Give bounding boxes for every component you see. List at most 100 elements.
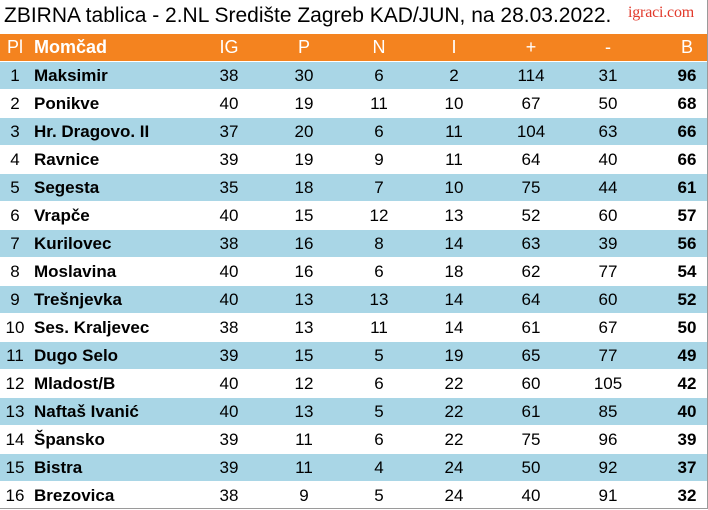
cell-goals-against: 67 (570, 313, 646, 342)
cell-goals-against: 96 (570, 425, 646, 454)
table-row[interactable]: 16 Brezovica 38 9 5 24 40 91 32 (0, 481, 708, 510)
table-row[interactable]: 6 Vrapče 40 15 12 13 52 60 57 (0, 201, 708, 230)
table-row[interactable]: 10 Ses. Kraljevec 38 13 11 14 61 67 50 (0, 313, 708, 342)
cell-team: Brezovica (30, 481, 192, 510)
cell-position: 14 (0, 425, 30, 454)
cell-points: 49 (646, 341, 708, 370)
cell-goals-for: 60 (492, 369, 570, 398)
table-row[interactable]: 2 Ponikve 40 19 11 10 67 50 68 (0, 89, 708, 118)
cell-wins: 20 (266, 117, 342, 146)
cell-team: Dugo Selo (30, 341, 192, 370)
cell-played: 37 (192, 117, 266, 146)
cell-played: 38 (192, 61, 266, 90)
cell-played: 40 (192, 89, 266, 118)
cell-goals-for: 104 (492, 117, 570, 146)
cell-position: 12 (0, 369, 30, 398)
cell-points: 66 (646, 145, 708, 174)
cell-goals-against: 50 (570, 89, 646, 118)
column-header-losses[interactable]: I (416, 34, 492, 62)
cell-team: Trešnjevka (30, 285, 192, 314)
table-header-row: Pl Momčad IG P N I + - B (0, 34, 708, 62)
table-row[interactable]: 13 Naftaš Ivanić 40 13 5 22 61 85 40 (0, 397, 708, 426)
page-title: ZBIRNA tablica - 2.NL Središte Zagreb KA… (4, 4, 612, 27)
table-row[interactable]: 5 Segesta 35 18 7 10 75 44 61 (0, 173, 708, 202)
cell-losses: 18 (416, 257, 492, 286)
cell-team: Ravnice (30, 145, 192, 174)
cell-draws: 5 (342, 397, 416, 426)
column-header-goals-against[interactable]: - (570, 34, 646, 62)
cell-wins: 30 (266, 61, 342, 90)
cell-points: 50 (646, 313, 708, 342)
cell-losses: 22 (416, 425, 492, 454)
column-header-draws[interactable]: N (342, 34, 416, 62)
cell-points: 37 (646, 453, 708, 482)
cell-team: Moslavina (30, 257, 192, 286)
cell-losses: 14 (416, 313, 492, 342)
cell-losses: 19 (416, 341, 492, 370)
cell-goals-for: 61 (492, 397, 570, 426)
cell-position: 4 (0, 145, 30, 174)
cell-team: Vrapče (30, 201, 192, 230)
site-logo: igraci.com (628, 4, 694, 21)
column-header-played[interactable]: IG (192, 34, 266, 62)
cell-draws: 6 (342, 61, 416, 90)
column-header-position[interactable]: Pl (0, 34, 30, 62)
cell-goals-against: 63 (570, 117, 646, 146)
cell-played: 35 (192, 173, 266, 202)
cell-draws: 4 (342, 453, 416, 482)
cell-team: Bistra (30, 453, 192, 482)
cell-draws: 5 (342, 481, 416, 510)
table-row[interactable]: 1 Maksimir 38 30 6 2 114 31 96 (0, 61, 708, 90)
table-row[interactable]: 3 Hr. Dragovo. II 37 20 6 11 104 63 66 (0, 117, 708, 146)
cell-points: 66 (646, 117, 708, 146)
cell-goals-for: 64 (492, 145, 570, 174)
cell-wins: 18 (266, 173, 342, 202)
cell-goals-against: 31 (570, 61, 646, 90)
table-row[interactable]: 7 Kurilovec 38 16 8 14 63 39 56 (0, 229, 708, 258)
table-row[interactable]: 15 Bistra 39 11 4 24 50 92 37 (0, 453, 708, 482)
cell-goals-for: 52 (492, 201, 570, 230)
cell-draws: 6 (342, 117, 416, 146)
cell-goals-against: 105 (570, 369, 646, 398)
cell-team: Špansko (30, 425, 192, 454)
cell-played: 39 (192, 145, 266, 174)
column-header-team[interactable]: Momčad (30, 34, 192, 62)
cell-team: Maksimir (30, 61, 192, 90)
cell-losses: 13 (416, 201, 492, 230)
cell-draws: 8 (342, 229, 416, 258)
cell-points: 54 (646, 257, 708, 286)
table-row[interactable]: 9 Trešnjevka 40 13 13 14 64 60 52 (0, 285, 708, 314)
cell-goals-for: 114 (492, 61, 570, 90)
standings-table: Pl Momčad IG P N I + - B 1 Maksimir 38 30 6 2… (0, 34, 708, 510)
cell-played: 40 (192, 257, 266, 286)
cell-draws: 13 (342, 285, 416, 314)
cell-losses: 2 (416, 61, 492, 90)
cell-goals-for: 40 (492, 481, 570, 510)
cell-played: 38 (192, 313, 266, 342)
cell-wins: 15 (266, 201, 342, 230)
cell-played: 38 (192, 229, 266, 258)
cell-points: 32 (646, 481, 708, 510)
cell-draws: 11 (342, 89, 416, 118)
cell-team: Hr. Dragovo. II (30, 117, 192, 146)
table-row[interactable]: 8 Moslavina 40 16 6 18 62 77 54 (0, 257, 708, 286)
table-row[interactable]: 12 Mladost/B 40 12 6 22 60 105 42 (0, 369, 708, 398)
cell-team: Ses. Kraljevec (30, 313, 192, 342)
cell-played: 40 (192, 201, 266, 230)
column-header-wins[interactable]: P (266, 34, 342, 62)
table-row[interactable]: 11 Dugo Selo 39 15 5 19 65 77 49 (0, 341, 708, 370)
cell-losses: 24 (416, 481, 492, 510)
cell-goals-against: 44 (570, 173, 646, 202)
cell-position: 11 (0, 341, 30, 370)
column-header-goals-for[interactable]: + (492, 34, 570, 62)
cell-losses: 11 (416, 117, 492, 146)
cell-draws: 6 (342, 369, 416, 398)
cell-position: 9 (0, 285, 30, 314)
cell-team: Kurilovec (30, 229, 192, 258)
cell-goals-against: 60 (570, 201, 646, 230)
cell-goals-for: 61 (492, 313, 570, 342)
table-row[interactable]: 4 Ravnice 39 19 9 11 64 40 66 (0, 145, 708, 174)
table-row[interactable]: 14 Špansko 39 11 6 22 75 96 39 (0, 425, 708, 454)
column-header-points[interactable]: B (646, 34, 708, 62)
cell-goals-against: 91 (570, 481, 646, 510)
